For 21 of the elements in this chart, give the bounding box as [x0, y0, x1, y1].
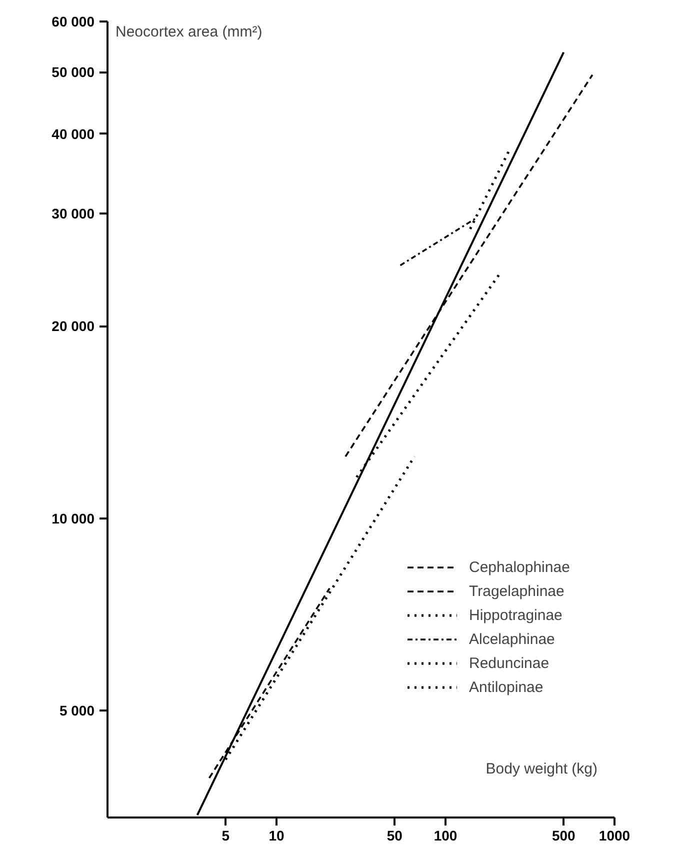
legend-label: Antilopinae: [469, 678, 544, 696]
x-tick-label: 1000: [598, 828, 630, 844]
x-tick-label: 5: [222, 828, 230, 844]
legend-label: Tragelaphinae: [469, 582, 564, 600]
x-tick-label: 10: [268, 828, 284, 844]
legend-label: Reduncinae: [469, 654, 550, 672]
y-tick-label: 50 000: [52, 64, 95, 80]
x-tick-label: 50: [386, 828, 403, 844]
legend-label: Cephalophinae: [469, 558, 570, 576]
y-tick-label: 10 000: [52, 510, 95, 526]
y-tick-label: 40 000: [52, 126, 95, 142]
y-tick-label: 20 000: [52, 318, 95, 334]
y-tick-label: 5 000: [59, 702, 95, 719]
legend-label: Hippotraginae: [469, 606, 562, 624]
x-tick-label: 500: [552, 828, 576, 844]
y-tick-label: 30 000: [52, 206, 95, 222]
x-axis-title: Body weight (kg): [486, 760, 598, 778]
y-axis-title: Neocortex area (mm²): [116, 24, 262, 40]
legend-label: Alcelaphinae: [469, 630, 555, 648]
y-tick-label: 60 000: [52, 14, 95, 30]
x-tick-label: 100: [434, 828, 458, 844]
